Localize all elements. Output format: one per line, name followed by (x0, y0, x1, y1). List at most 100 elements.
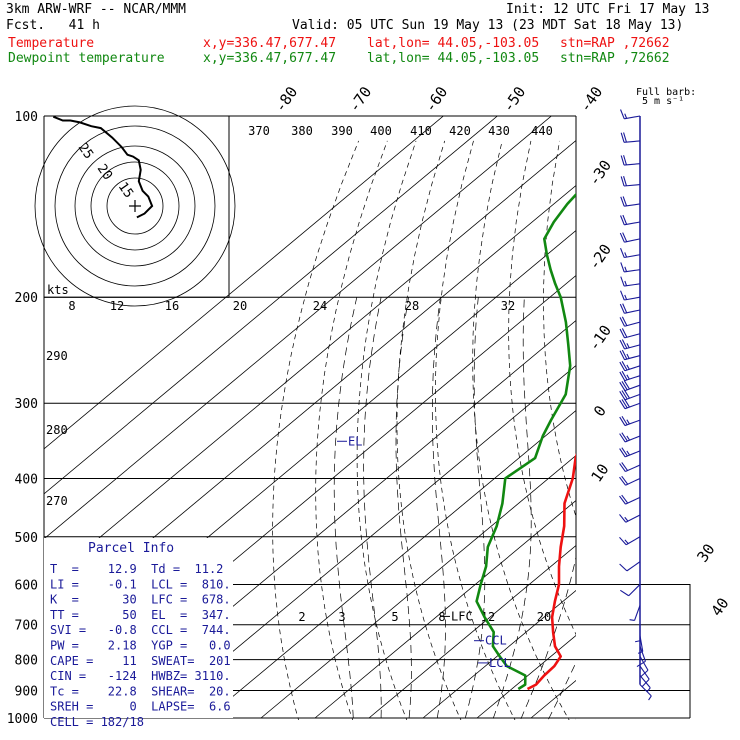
wind-barb (619, 398, 641, 410)
theta-e-label: 380 (291, 124, 313, 138)
wind-barb-staff (624, 203, 641, 207)
init-time: Init: 12 UTC Fri 17 May 13 (506, 2, 710, 17)
wind-barb-staff (624, 333, 641, 339)
moist-adiabat (492, 297, 532, 720)
wind-barb-feather (648, 695, 652, 701)
wind-barb (619, 475, 641, 486)
isotherm-line (206, 409, 576, 719)
wind-barb-feather (640, 669, 649, 678)
dry-adiabat (472, 140, 570, 720)
isotherm-label: -40 (576, 83, 606, 116)
wind-barb-staff (625, 514, 641, 523)
wind-barb-feather (626, 450, 631, 456)
hodograph-scale-label: 8 (68, 299, 75, 313)
wind-barb-feather (626, 435, 631, 441)
parcel-info-panel: Parcel Info T = 12.9 Td = 11.2LI = -0.1 L… (44, 538, 233, 729)
wind-barb (620, 109, 641, 120)
wind-barb-staff (639, 656, 649, 671)
mixing-ratio-label: 8 (438, 610, 445, 624)
parcel-info-title: Parcel Info (88, 541, 174, 556)
wind-barb (639, 675, 651, 693)
isotherm-label: -80 (271, 83, 301, 116)
mixing-ratio-label: 3 (338, 610, 345, 624)
mixing-ratio-label: 12 (481, 610, 495, 624)
isotherm-label: 10 (587, 460, 612, 485)
parcel-info-background (44, 538, 233, 718)
parcel-info-row: CELL = 182/18 (50, 715, 144, 729)
hodograph-ring-label: 20 (94, 162, 115, 183)
wind-barb (620, 276, 641, 287)
dry-adiabat (610, 141, 740, 731)
wind-barb-feather (619, 433, 626, 443)
pressure-tick-label: 700 (15, 619, 38, 634)
wind-barb-feather (624, 266, 628, 272)
legend-temperature-station: stn=RAP ,72662 (560, 36, 670, 51)
wind-barb-feather (620, 248, 625, 258)
wind-barb-legend-unit: 5 m s⁻¹ (642, 96, 684, 107)
dry-adiabat (435, 140, 516, 720)
moist-adiabat (547, 661, 576, 720)
wind-barb-feather (622, 214, 628, 225)
parcel-info-row: CAPE = 11 SWEAT= 201 (50, 654, 231, 668)
wind-barb-feather (623, 132, 627, 143)
wind-barb-staff (625, 536, 641, 546)
isotherm-line (585, 116, 740, 718)
isotherm-line (44, 116, 552, 540)
pressure-tick-label: 900 (15, 684, 38, 699)
wind-barb-feather (623, 389, 630, 399)
parcel-info-row: SREH = 0 LAPSE= 6.6 (50, 700, 231, 714)
pressure-tick-label: 1000 (7, 712, 38, 727)
parcel-info-row: T = 12.9 Td = 11.2 (50, 562, 223, 576)
legend-dewpoint-name: Dewpoint temperature (8, 51, 165, 66)
hodograph-ring-label: 25 (75, 141, 96, 162)
wind-barb-feather (619, 350, 626, 360)
wind-barb-staff (624, 238, 641, 243)
isotherm-label: -30 (585, 157, 615, 190)
theta-e-label: 390 (331, 124, 353, 138)
wind-barb-feather (619, 463, 626, 472)
wind-barb-feather (626, 374, 630, 380)
wind-barb (620, 290, 641, 301)
parcel-level-label-lfc: LFC (451, 609, 473, 623)
wind-barb-feather (621, 475, 629, 485)
wind-barb-feather (619, 536, 627, 546)
wind-barb (620, 155, 641, 166)
moist-adiabat (431, 297, 446, 720)
dewpoint-profile (475, 192, 576, 691)
wind-barb-feather (626, 343, 630, 349)
wind-barb (619, 232, 641, 243)
parcel-level-label-el: EL (348, 434, 362, 448)
wind-barb-feather (626, 364, 630, 370)
wind-barb-feather (620, 132, 625, 143)
theta-e-label: 370 (248, 124, 270, 138)
wind-barb (619, 339, 641, 350)
moist-adiabat (363, 297, 382, 720)
pressure-tick-label: 100 (15, 110, 38, 125)
wind-barb-staff (624, 140, 641, 143)
isotherm-label: 40 (707, 594, 732, 619)
pressure-tick-label: 600 (15, 578, 38, 593)
theta-e-label: 410 (410, 124, 432, 138)
wind-barb-feather (619, 448, 626, 458)
isotherm-label: -50 (499, 83, 529, 116)
hodograph-unit-label: kts (47, 283, 69, 297)
wind-barb-feather (621, 370, 628, 381)
parcel-levels: LFC CCL LCL EL (337, 434, 511, 670)
wind-barb (620, 214, 641, 226)
isotherm-line (530, 679, 576, 719)
wind-barb-feather (619, 563, 628, 572)
theta-e-label: 400 (370, 124, 392, 138)
wind-barb-feather (619, 361, 626, 372)
isotherm-line (693, 116, 740, 718)
legend-temperature-latlon: lat,lon= 44.05,-103.05 (367, 36, 540, 51)
wind-barb-feather (634, 640, 641, 643)
wind-barb-staff (624, 384, 641, 392)
theta-label: 270 (46, 494, 68, 508)
dry-adiabat (732, 141, 740, 731)
moist-adiabat (395, 297, 412, 720)
valid-time: Valid: 05 UTC Sun 19 May 13 (23 MDT Sat … (292, 18, 684, 33)
wind-barb (619, 415, 641, 427)
theta-e-label: 420 (449, 124, 471, 138)
wind-barb-feather (620, 155, 625, 166)
